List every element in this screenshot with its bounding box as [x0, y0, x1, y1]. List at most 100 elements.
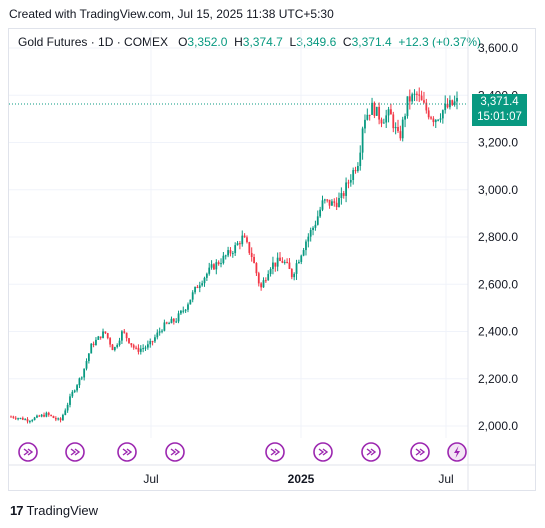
candle-body [121, 331, 123, 341]
candle-body [451, 100, 454, 105]
candle-body [297, 261, 300, 264]
candle-body [425, 102, 428, 111]
candle-body [446, 103, 449, 108]
candle-body [137, 347, 140, 352]
candle-body [257, 273, 260, 284]
candle-body [253, 257, 255, 264]
candle-body [125, 332, 128, 339]
candle-body [382, 122, 385, 124]
candle-body [149, 341, 152, 345]
candle-body [203, 277, 206, 284]
candle-body [316, 216, 319, 225]
tradingview-logo-icon: 17 [10, 503, 24, 518]
candle-body [59, 418, 62, 421]
dividend-event-icon[interactable] [165, 442, 185, 462]
candle-body [52, 415, 55, 418]
candle-body [90, 343, 93, 354]
open-label: O [178, 35, 188, 49]
candle-body [338, 197, 340, 207]
candle-body [130, 343, 133, 346]
candle-body [246, 237, 248, 243]
candle-body [352, 170, 355, 180]
ohlc-legend: Gold Futures · 1D · COMEX O3,352.0 H3,37… [18, 35, 481, 49]
lightning-event-icon[interactable] [447, 442, 467, 462]
candle-body [165, 322, 168, 324]
candle-body [236, 243, 239, 246]
candle-body [373, 102, 376, 116]
candle-body [262, 280, 265, 288]
candle-body [73, 390, 76, 392]
last-price-tag: 3,371.4 15:01:07 [472, 94, 527, 126]
change-value: +12.3 (+0.37%) [398, 35, 482, 49]
candle-body [413, 93, 416, 95]
close-label: C [342, 35, 352, 49]
candle-body [359, 152, 362, 166]
candle-body [387, 109, 390, 116]
candle-body [238, 243, 241, 245]
candle-body [274, 262, 277, 267]
candle-body [208, 267, 211, 274]
tradingview-brand[interactable]: 17 TradingView [10, 503, 98, 518]
candle-body [227, 250, 230, 256]
candle-body [14, 417, 17, 419]
candle-body [191, 292, 194, 300]
candle-body [295, 263, 298, 274]
candle-body [38, 415, 41, 417]
x-tick-label: Jul [438, 472, 453, 486]
dividend-event-icon[interactable] [265, 442, 285, 462]
candle-body [104, 331, 107, 334]
candle-body [10, 416, 12, 418]
dividend-event-icon[interactable] [313, 442, 333, 462]
candle-body [45, 412, 48, 417]
dividend-event-icon[interactable] [117, 442, 137, 462]
candle-body [194, 286, 196, 293]
dividend-event-icon[interactable] [18, 442, 38, 462]
brand-name: TradingView [26, 503, 99, 518]
candle-body [427, 110, 430, 118]
dividend-event-icon[interactable] [65, 442, 85, 462]
candle-body [380, 119, 383, 124]
candle-body [12, 416, 15, 418]
candle-body [80, 377, 83, 379]
candle-body [102, 331, 104, 338]
candle-body [17, 418, 19, 420]
candle-body [234, 245, 237, 254]
candle-body [33, 417, 36, 421]
candle-body [184, 309, 187, 311]
candle-body [144, 347, 147, 349]
candle-body [423, 100, 425, 103]
candle-body [57, 418, 60, 420]
candle-body [66, 404, 69, 411]
x-tick-label: 2025 [288, 472, 315, 486]
candle-body [92, 343, 95, 345]
candle-body [69, 396, 71, 405]
candle-body [288, 262, 291, 269]
candle-body [78, 378, 81, 386]
candle-body [50, 414, 53, 416]
candle-body [328, 199, 331, 206]
low-value: 3,349.6 [296, 35, 337, 49]
x-tick-label: Jul [143, 472, 158, 486]
candle-body [154, 337, 156, 342]
candle-body [326, 199, 329, 201]
candle-body [182, 310, 185, 312]
candle-body [135, 347, 137, 349]
candle-body [201, 283, 204, 286]
candle-body [198, 285, 201, 288]
candle-body [64, 410, 67, 415]
candle-body [378, 106, 381, 120]
candle-body [302, 250, 305, 256]
candle-body [31, 420, 34, 422]
candle-body [279, 257, 281, 262]
dividend-event-icon[interactable] [361, 442, 381, 462]
candle-body [196, 286, 199, 288]
candle-body [406, 96, 409, 117]
dividend-event-icon[interactable] [410, 442, 430, 462]
candle-body [28, 421, 31, 423]
candle-body [47, 412, 50, 415]
candle-body [43, 414, 45, 417]
candle-body [241, 235, 244, 245]
candle-body [111, 344, 114, 351]
candle-body [146, 344, 149, 348]
